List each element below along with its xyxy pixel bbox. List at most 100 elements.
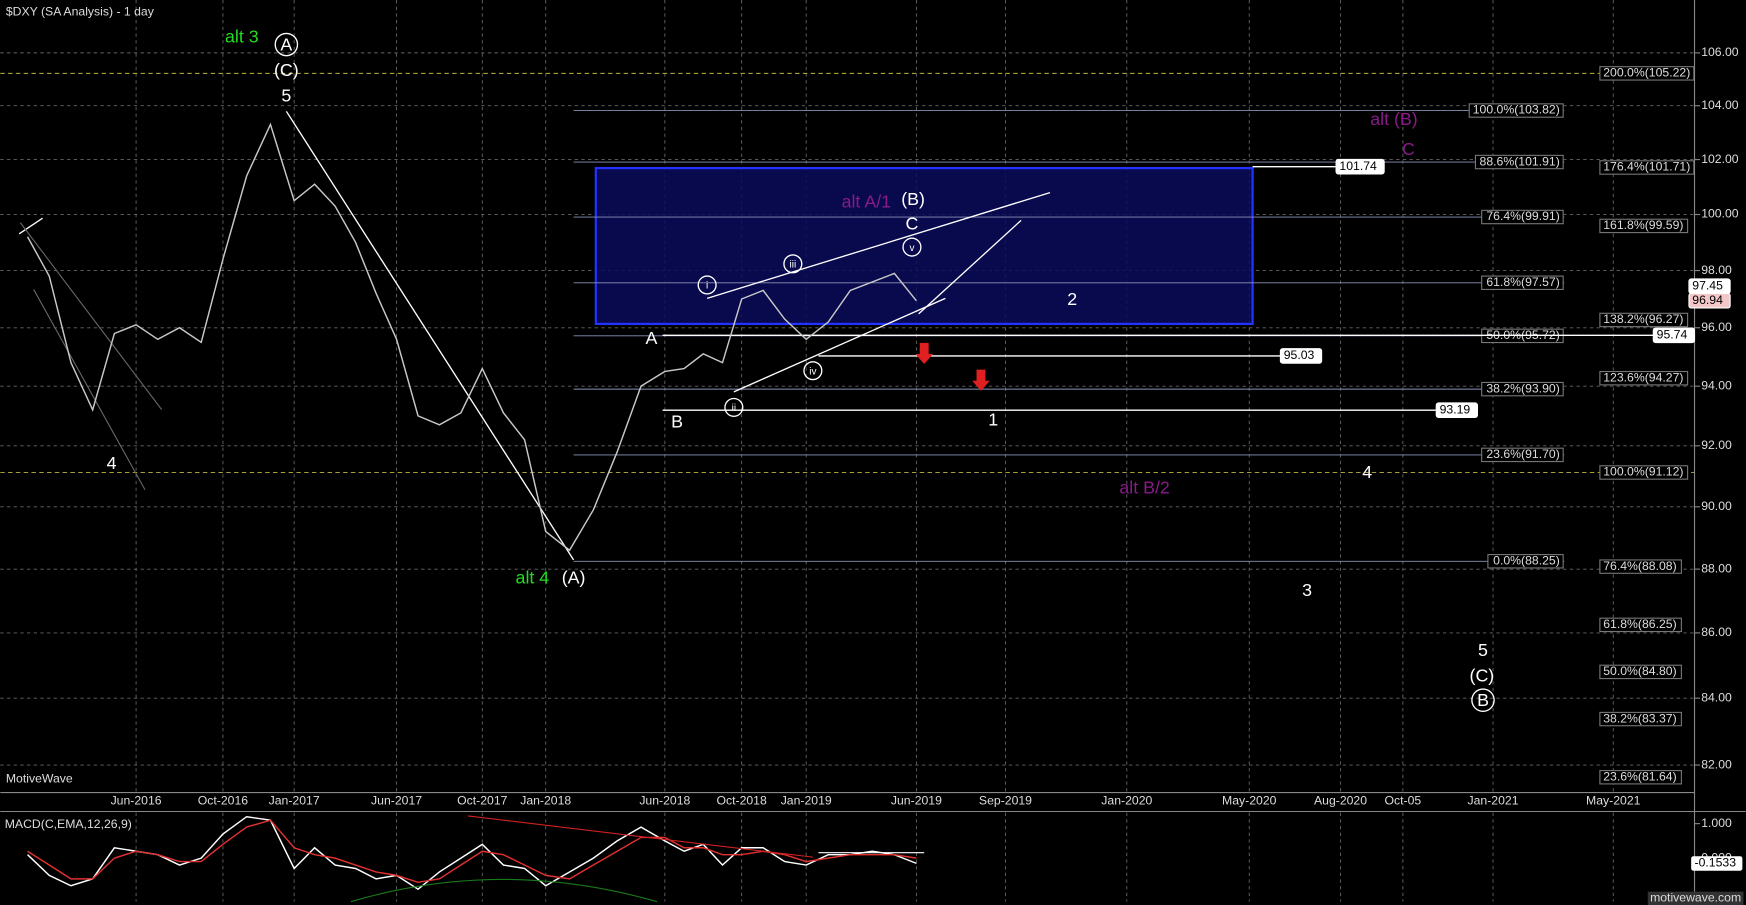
price-tag: 101.74 [1339, 159, 1377, 173]
x-tick-label: Jun-2016 [111, 794, 162, 808]
macd-last-label: -0.1533 [1695, 856, 1737, 870]
extension-label-box [1599, 465, 1689, 480]
x-tick-label: Jan-2017 [269, 794, 320, 808]
macd-tick-label: 1.000 [1701, 816, 1732, 830]
price-tag-box [1652, 327, 1696, 344]
down-arrow [915, 342, 934, 365]
x-tick-label: Oct-05 [1385, 794, 1422, 808]
macd-trend-line [467, 815, 813, 858]
extension-label-box [1599, 559, 1682, 574]
wave-label: (A) [562, 568, 586, 588]
x-tick-label: Sep-2019 [979, 794, 1032, 808]
wave-label: (C) [274, 60, 299, 80]
x-tick-label: Jun-2018 [639, 794, 690, 808]
price-tag: 96.94 [1692, 293, 1723, 307]
y-tick-label: 90.00 [1701, 499, 1732, 513]
channel-line [19, 222, 163, 410]
wave-label: 5 [1478, 640, 1488, 660]
wave-label: 4 [107, 453, 117, 473]
fib-label-box [1487, 554, 1564, 569]
y-tick-label: 92.00 [1701, 438, 1732, 452]
price-tag-box [1335, 158, 1385, 175]
fib-label: 61.8%(97.57) [1486, 275, 1559, 289]
extension-label: 61.8%(86.25) [1603, 617, 1676, 631]
x-tick-label: Jun-2017 [371, 794, 422, 808]
price-tag: 93.19 [1440, 402, 1471, 416]
wave-label: A [280, 34, 292, 54]
brand: MotiveWave [6, 771, 73, 785]
y-tick-label: 86.00 [1701, 625, 1732, 639]
extension-label-box [1599, 711, 1682, 727]
wave-label: 1 [988, 409, 998, 429]
wave-label: ii [732, 403, 736, 414]
y-tick-label: 102.00 [1701, 152, 1739, 166]
series-line [27, 815, 917, 891]
x-tick-label: Jan-2020 [1101, 794, 1152, 808]
fib-label-box [1481, 275, 1564, 290]
extension-label-box [1599, 370, 1689, 386]
y-tick-label: 84.00 [1701, 690, 1732, 704]
trend-line [918, 219, 1022, 315]
price-tag: 95.74 [1657, 328, 1688, 342]
levels: 100.0%(103.82) 88.6%(101.91) 76.4%(99.91) 6… [0, 66, 1695, 785]
y-tick-label: 94.00 [1701, 378, 1732, 392]
extension-label-box [1599, 312, 1689, 328]
series-line [26, 122, 917, 552]
wave-label: 2 [1067, 289, 1077, 309]
trend-line [18, 217, 43, 235]
y-tick-label: 82.00 [1701, 757, 1732, 771]
x-tick-label: Jun-2019 [891, 794, 942, 808]
wave-circle [274, 32, 299, 57]
wave-label: (B) [901, 189, 925, 209]
wave-circle [803, 361, 823, 381]
wave-label: alt 4 [516, 568, 550, 588]
macd-title: MACD(C,EMA,12,26,9) [5, 817, 132, 831]
wave-label: 3 [1302, 580, 1312, 600]
x-tick-label: Jan-2019 [781, 794, 832, 808]
wave-label: C [906, 214, 919, 234]
header-title: $DXY (SA Analysis) - 1 day [6, 4, 155, 18]
x-tick-label: Jan-2021 [1468, 794, 1519, 808]
x-tick-label: Jan-2018 [520, 794, 571, 808]
x-tick-label: Oct-2018 [716, 794, 767, 808]
wave-label: (C) [1470, 666, 1495, 686]
price-tag: 95.03 [1284, 348, 1315, 362]
wave-label: alt B/2 [1119, 477, 1169, 497]
x-tick-label: Aug-2020 [1314, 794, 1367, 808]
y-tick-label: 106.00 [1701, 45, 1739, 59]
fib-label: 38.2%(93.90) [1486, 381, 1559, 395]
fib-label-box [1481, 447, 1564, 463]
x-tick-label: May-2020 [1222, 794, 1277, 808]
y-tick-label: 104.00 [1701, 98, 1739, 112]
target-box [594, 166, 1254, 326]
fib-label-box [1474, 154, 1564, 170]
y-tick-label: 100.00 [1701, 207, 1739, 221]
fib-label-box [1481, 209, 1564, 225]
x-tick-label: May-2021 [1586, 794, 1641, 808]
footer: motivewave.com [1650, 891, 1741, 905]
extension-label: 100.0%(91.12) [1603, 465, 1683, 479]
y-tick-label: 98.00 [1701, 263, 1732, 277]
wave-label: iv [809, 366, 816, 377]
trend-line [706, 191, 1051, 299]
wave-label: B [1477, 690, 1489, 710]
extension-label: 76.4%(88.08) [1603, 559, 1676, 573]
wave-circle [724, 397, 744, 417]
y-tick-label: 96.00 [1701, 320, 1732, 334]
price-tag-box [1688, 292, 1731, 309]
extension-label-box [1599, 664, 1682, 680]
extension-label: 176.4%(101.71) [1603, 160, 1690, 174]
wave-circle [783, 254, 803, 274]
wave-label: alt (B) [1370, 109, 1417, 129]
wave-label: v [909, 243, 914, 254]
extension-label: 138.2%(96.27) [1603, 312, 1683, 326]
wave-label: 4 [1362, 462, 1372, 482]
extension-label: 38.2%(83.37) [1603, 711, 1676, 725]
wave-label: alt 3 [225, 27, 259, 47]
price-tag: 97.45 [1692, 278, 1723, 292]
wave-circle [1471, 688, 1495, 712]
wave-label: iii [790, 260, 797, 271]
